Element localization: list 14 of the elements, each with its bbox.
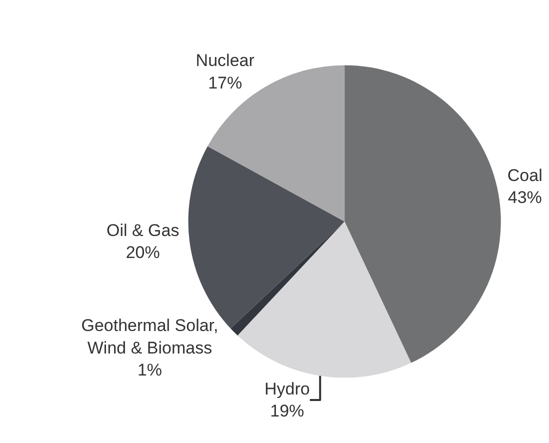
data-label: 20% bbox=[126, 242, 160, 262]
slice-label: Nuclear bbox=[196, 51, 255, 70]
data-label: 19% bbox=[270, 402, 304, 421]
pie-slice bbox=[208, 65, 345, 222]
slice-label: Hydro bbox=[264, 379, 310, 398]
pie-slice bbox=[230, 222, 345, 336]
data-label: 43% bbox=[508, 188, 542, 207]
pie-slice bbox=[238, 222, 412, 378]
pie-slice bbox=[344, 65, 501, 363]
slice-label: Geothermal Solar, Wind & Biomass bbox=[81, 316, 218, 358]
slice-label: Coal bbox=[507, 166, 542, 185]
data-label: 17% bbox=[208, 73, 242, 92]
data-label: 1% bbox=[137, 360, 162, 380]
slice-label: Oil & Gas bbox=[106, 220, 180, 240]
